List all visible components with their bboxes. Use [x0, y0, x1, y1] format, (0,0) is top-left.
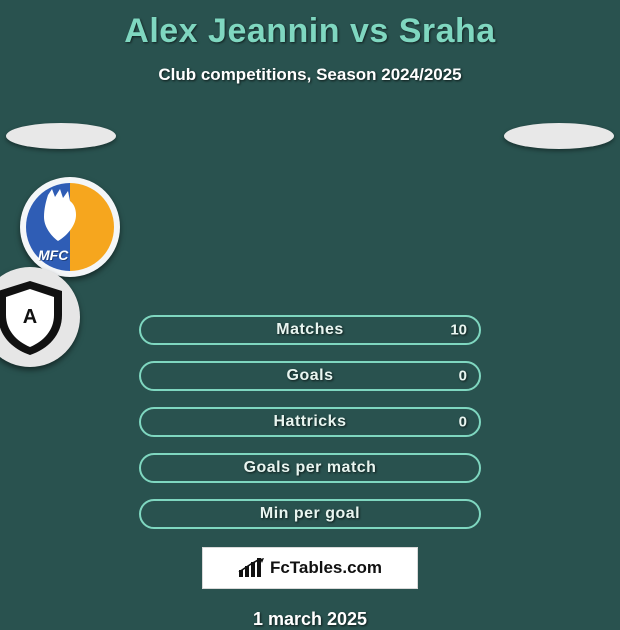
shield-icon: A	[0, 277, 70, 357]
stat-row-hattricks: Hattricks 0	[139, 407, 481, 437]
club-left-text: MFC	[38, 247, 68, 263]
page-subtitle: Club competitions, Season 2024/2025	[0, 65, 620, 85]
bar-chart-icon	[238, 558, 264, 578]
stats-rows: Matches 10 Goals 0 Hattricks 0 Goals per…	[139, 315, 481, 529]
brand-text: FcTables.com	[270, 558, 382, 578]
stat-row-min-per-goal: Min per goal	[139, 499, 481, 529]
stat-label: Hattricks	[274, 413, 347, 431]
stat-right-value: 0	[459, 414, 467, 431]
player-right-avatar	[504, 123, 614, 149]
stat-row-goals: Goals 0	[139, 361, 481, 391]
stag-icon	[38, 189, 86, 245]
stat-right-value: 0	[459, 368, 467, 385]
stat-label: Goals	[287, 367, 334, 385]
date-text: 1 march 2025	[0, 609, 620, 630]
comparison-stage: MFC A Matches 10 Goals 0 Hattricks 0 Goa…	[0, 115, 620, 630]
page-title: Alex Jeannin vs Sraha	[0, 0, 620, 51]
stat-row-matches: Matches 10	[139, 315, 481, 345]
svg-text:A: A	[23, 306, 37, 328]
stat-right-value: 10	[450, 322, 467, 339]
stat-row-goals-per-match: Goals per match	[139, 453, 481, 483]
stat-label: Matches	[276, 321, 344, 339]
player-left-avatar	[6, 123, 116, 149]
stat-label: Goals per match	[244, 459, 377, 477]
stat-label: Min per goal	[260, 505, 360, 523]
club-right-badge: A	[0, 267, 80, 367]
brand-watermark: FcTables.com	[202, 547, 418, 589]
club-left-badge: MFC	[20, 177, 120, 277]
